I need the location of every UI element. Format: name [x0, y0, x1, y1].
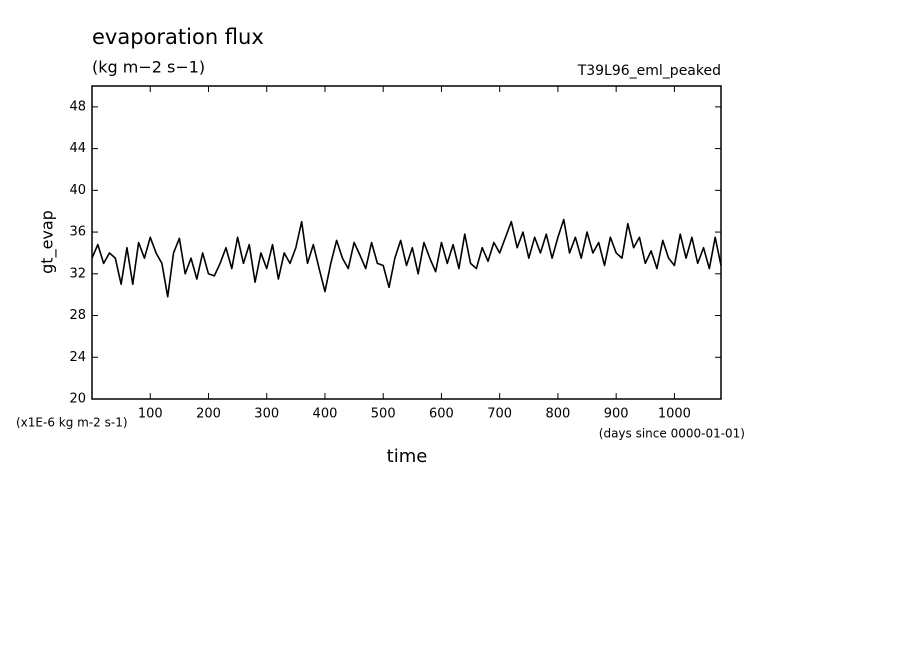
- y-units: (x1E-6 kg m-2 s-1): [16, 416, 128, 430]
- y-tick-label: 24: [69, 350, 86, 365]
- y-tick-label: 40: [69, 183, 86, 198]
- x-tick-label: 300: [254, 407, 279, 422]
- y-tick-label: 20: [69, 392, 86, 407]
- y-tick-label: 36: [69, 225, 86, 240]
- x-tick-label: 200: [196, 407, 221, 422]
- y-tick-label: 32: [69, 266, 86, 281]
- x-tick-label: 700: [487, 407, 512, 422]
- x-tick-label: 500: [371, 407, 396, 422]
- y-axis-label: gt_evap: [38, 210, 58, 274]
- x-tick-label: 600: [429, 407, 454, 422]
- x-tick-label: 100: [138, 407, 163, 422]
- x-tick-label: 400: [313, 407, 338, 422]
- x-axis-label: time: [387, 446, 428, 467]
- y-tick-label: 48: [69, 99, 86, 114]
- x-tick-label: 800: [546, 407, 571, 422]
- chart-title: evaporation flux: [92, 25, 264, 49]
- y-tick-label: 28: [69, 308, 86, 323]
- data-line: [91, 218, 722, 298]
- x-tick-label: 1000: [658, 407, 691, 422]
- chart-subtitle: (kg m−2 s−1): [92, 58, 205, 77]
- x-tick-label: 900: [604, 407, 629, 422]
- y-tick-label: 44: [69, 141, 86, 156]
- plot-frame: [91, 85, 722, 400]
- x-units: (days since 0000-01-01): [599, 427, 745, 441]
- annotation: T39L96_eml_peaked: [577, 63, 721, 79]
